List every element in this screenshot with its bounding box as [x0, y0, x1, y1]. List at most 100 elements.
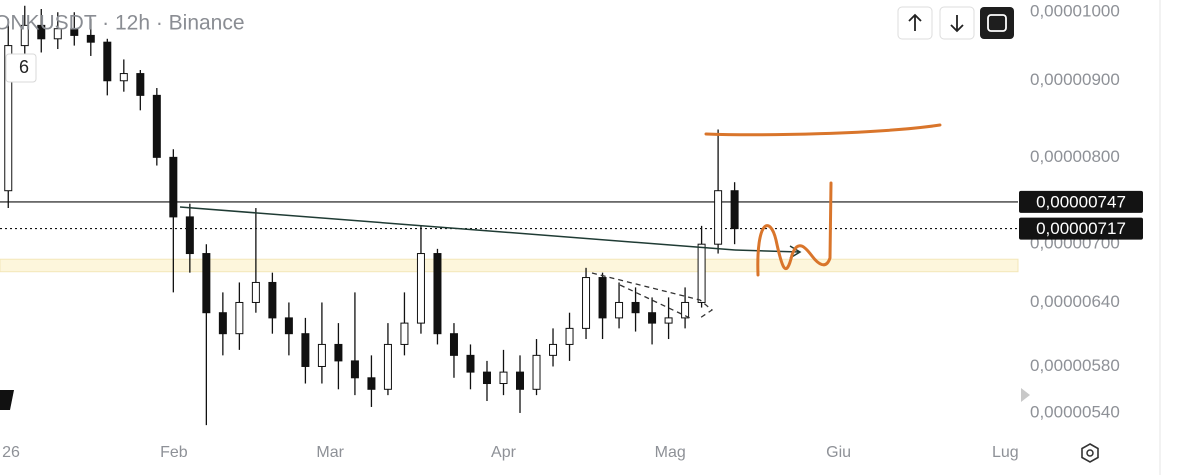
candle-body [185, 216, 194, 255]
candle-body [136, 73, 145, 96]
candle-body [449, 333, 458, 356]
candle [37, 8, 46, 53]
candle [20, 5, 29, 60]
x-tick-label: Mar [316, 444, 344, 461]
logo-fragment [0, 390, 14, 410]
candle [532, 339, 541, 396]
candle [582, 267, 591, 340]
candle-body [631, 301, 640, 314]
candle [4, 18, 13, 209]
settings-icon [1081, 443, 1099, 463]
candle [449, 323, 458, 378]
candle [235, 282, 244, 350]
candle [631, 287, 640, 332]
candle-body [119, 73, 128, 82]
x-tick-label: Giu [826, 444, 851, 461]
y-tick-label: 0,00000580 [1030, 356, 1120, 375]
candle [615, 282, 624, 329]
candle-body [598, 277, 607, 319]
x-tick-label: Feb [160, 444, 188, 461]
settings-button[interactable] [1081, 443, 1099, 463]
candle-body [70, 28, 79, 36]
candle-body [499, 371, 508, 385]
candle-body [152, 94, 161, 158]
badge-box[interactable] [5, 53, 37, 83]
price-label: 0,00000717 [1036, 219, 1126, 238]
candle [516, 355, 525, 413]
candle-body [532, 354, 541, 390]
scroll-handle[interactable] [1021, 388, 1030, 402]
candle [466, 344, 475, 390]
candle-body [433, 253, 442, 335]
candle-body [730, 190, 739, 230]
candle-body [4, 45, 13, 192]
candle-body [516, 371, 525, 390]
price-label-box [1019, 190, 1143, 213]
settings-icon-center [1086, 449, 1094, 457]
candle [86, 18, 95, 56]
candle-body [367, 377, 376, 390]
fullscreen-icon [987, 14, 1007, 32]
dashed-wedge [591, 272, 714, 319]
candle [317, 302, 326, 384]
y-tick-label: 0,00000800 [1030, 147, 1120, 166]
x-tick-label: Apr [491, 444, 517, 461]
candle-body [416, 253, 425, 324]
candle [70, 12, 79, 46]
candle [433, 248, 442, 345]
candle [119, 59, 128, 92]
symbol-title: ONKUSDT · 12h · Binance [0, 12, 245, 35]
price-label-box [1019, 217, 1143, 240]
projection-scribble [756, 181, 833, 277]
x-tick-label: Lug [992, 444, 1019, 461]
candle-body [697, 243, 706, 303]
x-tick-label: 26 [2, 444, 20, 461]
candle [53, 12, 62, 50]
candle-body [664, 317, 673, 324]
candle-body [103, 41, 112, 82]
badge: 6 [19, 57, 29, 77]
candle [136, 70, 145, 111]
y-tick-label: 0,00000900 [1030, 70, 1120, 89]
candle-body [582, 277, 591, 329]
candle-body [37, 24, 46, 40]
candle [251, 208, 260, 313]
candle [185, 203, 194, 273]
candle [334, 323, 343, 390]
candle-body [20, 24, 29, 47]
candle-body [565, 327, 574, 345]
price-label: 0,00000747 [1036, 192, 1126, 211]
x-tick-label: Mag [655, 444, 686, 461]
candle [664, 297, 673, 340]
candle-body [400, 322, 409, 345]
up-icon [908, 13, 922, 31]
candle-body [301, 333, 310, 367]
candle-body [549, 343, 558, 356]
support-zone [0, 258, 1019, 273]
candle-body [202, 253, 211, 314]
candle-body [53, 28, 62, 40]
candle-body [466, 354, 475, 373]
y-tick-label: 0,00001000 [1030, 2, 1120, 21]
candle [697, 225, 706, 308]
candle [218, 292, 227, 356]
candle [103, 38, 112, 96]
candle [301, 317, 310, 384]
candle-body [86, 34, 95, 43]
candle-body [681, 301, 690, 319]
candle [284, 302, 293, 356]
candle-body [334, 343, 343, 362]
candle [350, 292, 359, 396]
candle [367, 355, 376, 407]
candle [499, 349, 508, 396]
candle-body [714, 190, 723, 245]
candle-body [235, 301, 244, 335]
candle-body [251, 281, 260, 303]
fullscreen-button[interactable] [980, 7, 1014, 39]
candle [202, 244, 211, 426]
candle [681, 287, 690, 329]
candle-body [383, 343, 392, 390]
candle-body [350, 360, 359, 379]
candle-body [482, 371, 491, 385]
candle [400, 292, 409, 356]
